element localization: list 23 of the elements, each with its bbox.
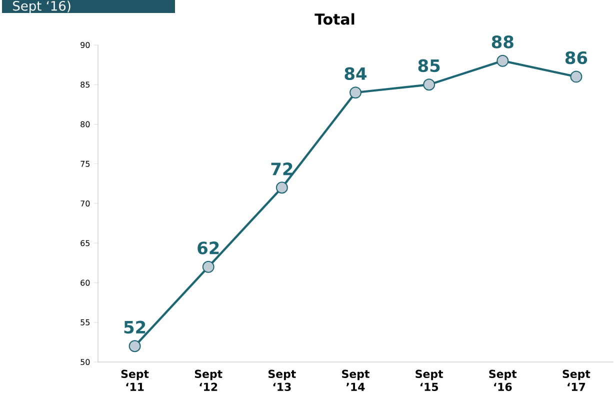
point bbox=[350, 86, 362, 99]
data-label: 62 bbox=[198, 242, 219, 254]
point bbox=[202, 260, 214, 273]
point bbox=[570, 70, 582, 83]
x-tick-label: Sept ‘11 bbox=[121, 370, 149, 391]
x-tick-label: Sept ‘17 bbox=[562, 370, 590, 391]
point bbox=[496, 54, 509, 67]
point bbox=[423, 78, 436, 91]
point bbox=[276, 182, 288, 194]
data-label: 72 bbox=[271, 162, 292, 176]
x-tick-label: Sept ‘12 bbox=[194, 370, 222, 391]
x-tick-label: Sept ‘15 bbox=[416, 370, 444, 392]
data-label: 86 bbox=[565, 51, 588, 64]
data-label: 85 bbox=[418, 59, 440, 72]
point bbox=[128, 340, 141, 352]
data-label: 88 bbox=[492, 36, 514, 48]
x-tick-label: Sept ‘16 bbox=[489, 370, 517, 392]
x-tick-label: Sept ‘13 bbox=[268, 370, 296, 392]
data-label: 52 bbox=[124, 320, 146, 334]
text: Sept ‘16) bbox=[13, 0, 70, 14]
chart-title: Total bbox=[314, 13, 354, 25]
x-tick-label: Sept ’14 bbox=[342, 370, 370, 391]
data-label: 84 bbox=[344, 67, 367, 80]
